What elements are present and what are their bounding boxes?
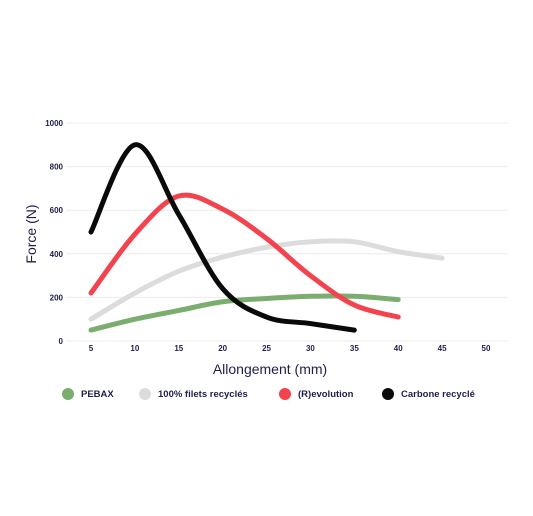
y-tick-label: 1000 [45,119,63,128]
series-line-carbone-recycl [88,142,357,333]
series-lines [88,142,445,333]
x-tick-label: 45 [438,344,447,353]
legend-label-r-evolution: (R)evolution [298,389,354,400]
legend-swatch-100-filets-recycl-s [139,388,151,400]
series-line-pebax [88,293,401,333]
legend-swatch-pebax [62,388,74,400]
legend: PEBAX 100% filets recyclés (R)evolution Car… [62,388,475,400]
legend-swatch-r-evolution [279,388,291,400]
x-tick-label: 5 [89,344,94,353]
x-tick-label: 40 [394,344,403,353]
legend-label-pebax: PEBAX [81,389,114,400]
x-tick-label: 15 [174,344,183,353]
grid [66,122,508,342]
x-tick-label: 50 [482,344,491,353]
x-axis-title: Allongement (mm) [213,361,327,377]
series-line-100-filets-recycl-s [88,238,445,322]
y-axis-title: Force (N) [23,204,39,263]
legend-swatch-carbone-recycl [382,388,394,400]
legend-label-carbone-recycl: Carbone recyclé [401,389,475,400]
x-tick-label: 30 [306,344,315,353]
legend-label-100-filets-recycl-s: 100% filets recyclés [158,389,248,400]
x-tick-label: 20 [218,344,227,353]
x-tick-label: 10 [130,344,139,353]
x-tick-label: 25 [262,344,271,353]
y-tick-labels: 0 200 400 600 800 1000 [45,119,63,346]
y-tick-label: 400 [50,250,64,259]
y-tick-label: 0 [59,337,64,346]
y-tick-label: 200 [50,293,64,302]
series-line-r-evolution [88,192,401,320]
x-tick-label: 35 [350,344,359,353]
x-tick-labels: 5 10 15 20 25 30 35 40 45 50 [89,344,491,353]
y-tick-label: 800 [50,163,64,172]
y-tick-label: 600 [50,206,64,215]
